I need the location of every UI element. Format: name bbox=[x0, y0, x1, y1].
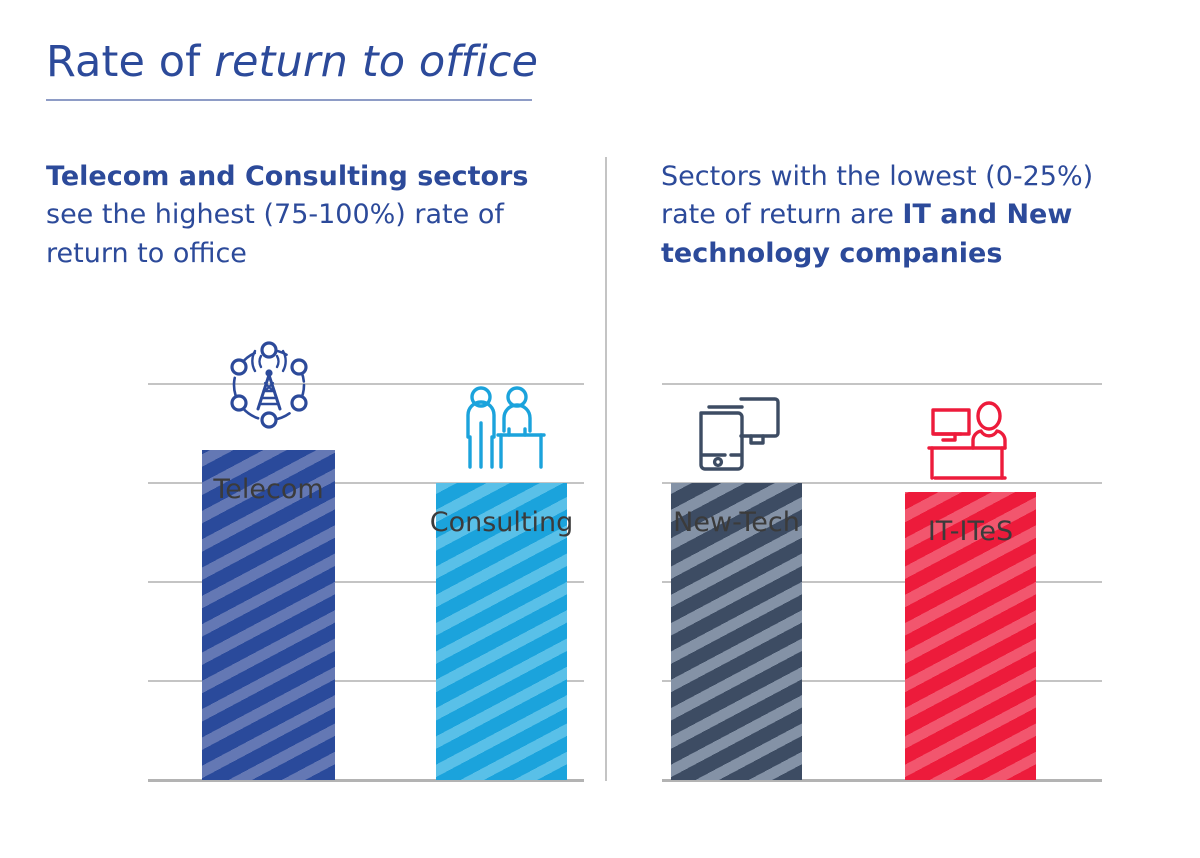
subtitle-left-bold: Telecom and Consulting sectors bbox=[46, 161, 529, 192]
gridline-0-baseline bbox=[148, 779, 584, 782]
subtitle-right-bold: IT and New technology companies bbox=[661, 199, 1073, 269]
subtitle-right: Sectors with the lowest (0-25%) rate of … bbox=[661, 158, 1141, 273]
gridline-40 bbox=[148, 581, 584, 583]
subtitle-right-lead: Sectors with the lowest (0-25%) rate of … bbox=[661, 161, 1094, 231]
bar-consulting[interactable]: Consulting bbox=[430, 386, 573, 780]
bar-new-tech[interactable]: New-Tech bbox=[671, 397, 802, 780]
gridline-20 bbox=[148, 680, 584, 682]
x-tick-label-new-tech: New-Tech bbox=[673, 507, 800, 538]
plot-area-left: 80% 60% 40% 20% 0% bbox=[148, 341, 584, 782]
gridline-40-right bbox=[662, 581, 1102, 583]
title-underline-rule bbox=[46, 99, 532, 102]
chart-panel-right: New-Tech bbox=[610, 0, 1200, 858]
bar-it-ites[interactable]: IT-ITeS bbox=[905, 401, 1036, 780]
header: Rate of return to office bbox=[46, 37, 538, 102]
x-tick-label-consulting: Consulting bbox=[429, 507, 574, 538]
bar-consulting-fill bbox=[436, 483, 567, 780]
panel-divider bbox=[605, 157, 607, 781]
page-title-plain: Rate of bbox=[46, 37, 215, 87]
subtitle-left: Telecom and Consulting sectors see the h… bbox=[46, 158, 576, 273]
x-tick-label-telecom: Telecom bbox=[213, 474, 324, 505]
gridline-20-right bbox=[662, 680, 1102, 682]
subtitle-left-rest: see the highest (75-100%) rate of return… bbox=[46, 199, 504, 269]
page-title: Rate of return to office bbox=[46, 37, 538, 87]
plot-area-right: New-Tech bbox=[662, 383, 1102, 782]
gridline-0-baseline-right bbox=[662, 779, 1102, 782]
chart-panel-left: 80% 60% 40% 20% 0% bbox=[148, 341, 584, 782]
page-title-emphasis: return to office bbox=[214, 37, 539, 87]
bar-telecom[interactable]: Telecom bbox=[202, 341, 335, 780]
bar-new-tech-fill bbox=[671, 483, 802, 780]
bar-telecom-fill bbox=[202, 450, 335, 780]
gridline-60-right bbox=[662, 482, 1102, 484]
person-at-desk-icon bbox=[921, 400, 1021, 488]
gridline-60 bbox=[148, 482, 584, 484]
bar-it-ites-fill bbox=[905, 492, 1036, 780]
x-tick-label-it-ites: IT-ITeS bbox=[927, 516, 1014, 547]
telecom-tower-icon bbox=[223, 335, 315, 435]
gridline-80 bbox=[148, 383, 584, 385]
gridline-80-right bbox=[662, 383, 1102, 385]
mobile-desktop-icon bbox=[691, 391, 783, 477]
consulting-people-icon bbox=[452, 385, 552, 477]
